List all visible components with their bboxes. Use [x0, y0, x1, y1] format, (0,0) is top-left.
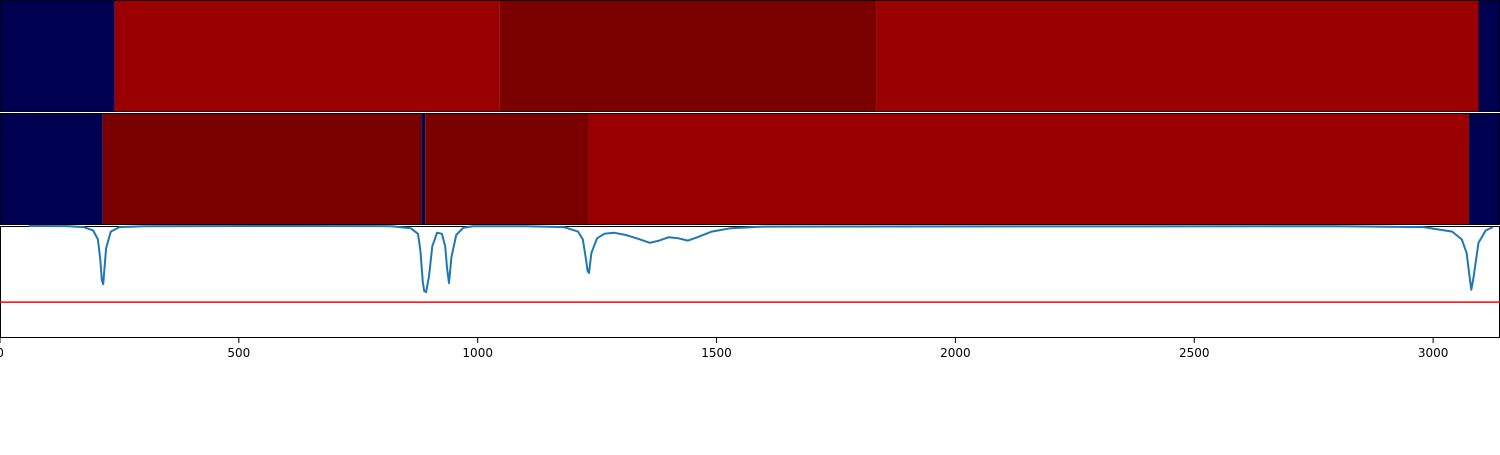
- signal-plot-frame: [0, 226, 1500, 338]
- x-tick-label: 3000: [1418, 346, 1449, 360]
- track-1-segment: [0, 0, 115, 112]
- heatmap-track-2: [0, 113, 1500, 225]
- x-tick-label: 0: [0, 346, 4, 360]
- x-tick-label: 1000: [462, 346, 493, 360]
- track-2-segment: [0, 113, 103, 225]
- x-tick-label: 2500: [1179, 346, 1210, 360]
- track-1-segment: [114, 0, 500, 112]
- x-tick-label: 1500: [701, 346, 732, 360]
- x-tick-label: 2000: [940, 346, 971, 360]
- track-2-segment: [425, 113, 589, 225]
- heatmap-track-1: [0, 0, 1500, 112]
- track-2-segment: [421, 113, 426, 225]
- track-2-segment: [588, 113, 1469, 225]
- track-1-segment: [1478, 0, 1500, 112]
- x-tick-label: 500: [227, 346, 250, 360]
- signal-panel: [0, 0, 1500, 338]
- track-2-segment: [102, 113, 422, 225]
- track-1-segment: [876, 0, 1479, 112]
- track-2-segment: [1468, 113, 1500, 225]
- x-axis: 0 500 1000 1500 2000 2500 3000: [0, 338, 1448, 360]
- signal-line: [28, 225, 1494, 294]
- track-1-segment: [499, 0, 877, 112]
